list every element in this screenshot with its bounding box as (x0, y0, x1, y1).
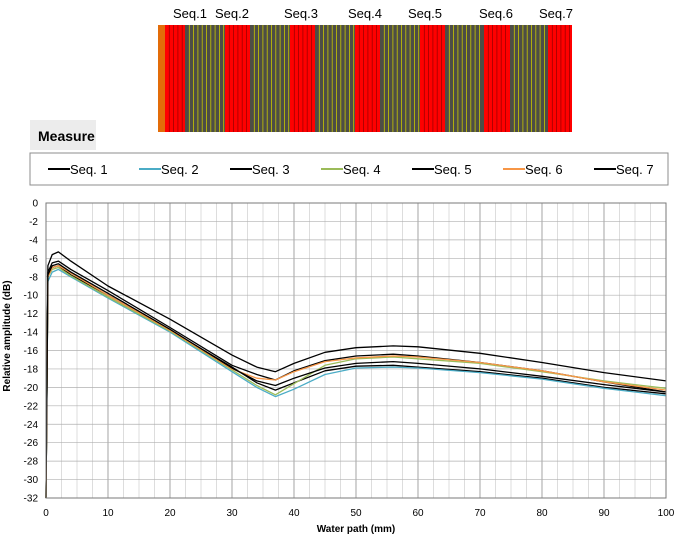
legend-label: Seq. 5 (434, 162, 472, 177)
legend-label: Seq. 2 (161, 162, 199, 177)
series-line (45, 265, 667, 499)
series-line (45, 251, 667, 499)
measure-header-box (30, 120, 96, 150)
series-line (45, 268, 667, 499)
series-lines (45, 251, 667, 499)
y-tick-label: -2 (29, 217, 38, 228)
probe-seq-label: Seq.1 (173, 6, 207, 21)
y-tick-label: -4 (29, 235, 38, 246)
probe-edge-element (158, 25, 165, 132)
inactive-element-group (445, 25, 484, 132)
legend-label: Seq. 1 (70, 162, 108, 177)
x-tick-label: 80 (536, 508, 548, 519)
series-line (45, 266, 667, 499)
inactive-element-group (315, 25, 355, 132)
y-tick-label: -30 (24, 475, 39, 486)
active-element-group (165, 25, 185, 132)
x-axis-title: Water path (mm) (317, 524, 396, 535)
probe-seq-label: Seq.7 (539, 6, 573, 21)
inactive-element-group (250, 25, 290, 132)
line-chart: 0 10 20 30 40 50 60 70 80 90 100 0 -2 -4 -6 -8 -10 -12 -14… (2, 199, 675, 536)
x-tick-label: 90 (598, 508, 610, 519)
gridlines (45, 202, 667, 499)
y-tick-label: -24 (24, 420, 39, 431)
y-tick-label: -26 (24, 438, 39, 449)
series-line (45, 263, 667, 499)
inactive-element-group (510, 25, 548, 132)
probe-element-strip (158, 25, 572, 132)
y-axis-title: Relative amplitude (dB) (2, 280, 13, 391)
y-tick-label: -8 (29, 272, 38, 283)
probe-seq-label: Seq.2 (215, 6, 249, 21)
x-tick-label: 60 (412, 508, 424, 519)
legend-label: Seq. 3 (252, 162, 290, 177)
measure-label: Measure (38, 128, 95, 144)
y-tick-label: -18 (24, 364, 39, 375)
y-tick-label: -14 (24, 328, 39, 339)
y-tick-label: -16 (24, 346, 39, 357)
probe-seq-label: Seq.6 (479, 6, 513, 21)
probe-seq-label: Seq.5 (408, 6, 442, 21)
legend-label: Seq. 7 (616, 162, 654, 177)
x-tick-label: 50 (350, 508, 362, 519)
legend-label: Seq. 4 (343, 162, 381, 177)
inactive-element-group (380, 25, 420, 132)
y-tick-label: -28 (24, 457, 39, 468)
y-tick-label: -10 (24, 291, 39, 302)
x-tick-label: 20 (164, 508, 176, 519)
legend-label: Seq. 6 (525, 162, 563, 177)
x-tick-label: 30 (226, 508, 238, 519)
y-tick-label: -20 (24, 383, 39, 394)
y-tick-label: 0 (32, 199, 38, 210)
x-tick-label: 10 (102, 508, 114, 519)
x-tick-label: 70 (474, 508, 486, 519)
axes (45, 202, 667, 499)
legend: Seq. 1 Seq. 2 Seq. 3 Seq. 4 Seq. 5 Seq. 6 Seq.… (48, 162, 654, 177)
y-tick-label: -22 (24, 401, 39, 412)
y-tick-label: -32 (24, 494, 39, 505)
probe-sequence-labels: Seq.1 Seq.2 Seq.3 Seq.4 Seq.5 Seq.6 Seq.7 (173, 6, 573, 21)
x-tick-label: 0 (43, 508, 49, 519)
x-tick-label: 100 (658, 508, 675, 519)
probe-seq-label: Seq.4 (348, 6, 382, 21)
plot-frame (45, 202, 667, 499)
probe-seq-label: Seq.3 (284, 6, 318, 21)
x-tick-label: 40 (288, 508, 300, 519)
inactive-element-group (185, 25, 225, 132)
active-element-group (548, 25, 572, 132)
y-tick-label: -12 (24, 309, 39, 320)
y-tick-label: -6 (29, 254, 38, 265)
tick-labels: 0 10 20 30 40 50 60 70 80 90 100 0 -2 -4 -6 -8 -10 -12 -14… (24, 199, 675, 520)
legend-box (29, 152, 669, 186)
